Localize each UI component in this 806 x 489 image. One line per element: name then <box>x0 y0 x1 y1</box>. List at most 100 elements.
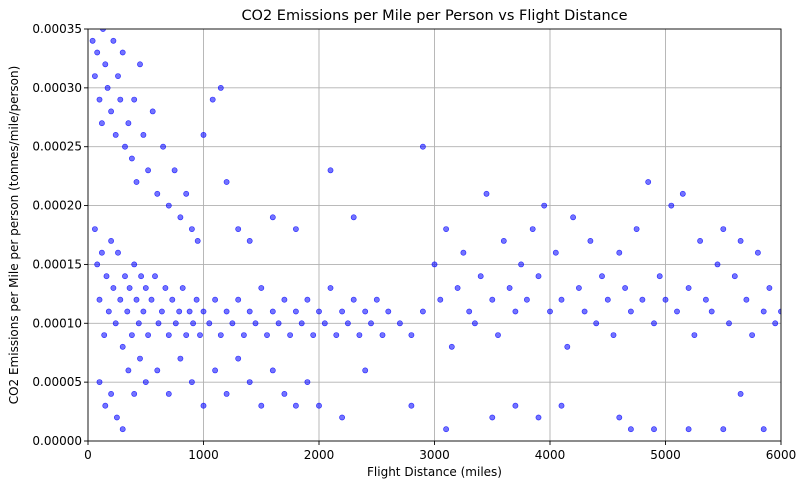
scatter-point <box>356 332 363 338</box>
scatter-point <box>269 308 276 315</box>
scatter-point <box>135 320 142 327</box>
scatter-point <box>419 143 426 150</box>
scatter-point <box>128 332 135 338</box>
x-tick-label: 3000 <box>419 448 450 462</box>
scatter-point <box>212 367 218 374</box>
scatter-point <box>235 355 242 362</box>
scatter-point <box>246 379 253 385</box>
scatter-point <box>119 343 126 350</box>
scatter-point <box>197 332 203 338</box>
scatter-point <box>183 190 190 197</box>
scatter-point <box>350 214 357 221</box>
scatter-point <box>529 226 536 232</box>
scatter-point <box>766 285 773 291</box>
scatter-point <box>252 320 259 327</box>
scatter-point <box>125 120 132 127</box>
scatter-point <box>662 296 669 303</box>
scatter-point <box>760 308 767 315</box>
scatter-point <box>448 343 455 350</box>
scatter-point <box>443 226 449 232</box>
scatter-point <box>685 285 692 291</box>
scatter-point <box>535 273 542 280</box>
y-tick-label: 0.00030 <box>32 81 82 95</box>
scatter-point <box>186 308 193 315</box>
scatter-point <box>119 49 126 56</box>
scatter-point <box>246 308 253 315</box>
scatter-point <box>235 296 242 303</box>
scatter-points <box>89 29 781 433</box>
scatter-point <box>714 261 721 268</box>
scatter-point <box>115 249 121 256</box>
scatter-point <box>292 402 299 409</box>
scatter-point <box>212 296 218 303</box>
scatter-point <box>760 426 767 433</box>
scatter-point <box>137 355 143 362</box>
y-tick-label: 0.00020 <box>32 199 82 213</box>
scatter-point <box>190 320 196 327</box>
scatter-point <box>140 308 147 315</box>
scatter-point <box>287 332 293 338</box>
x-tick-label: 0 <box>84 448 92 462</box>
scatter-point <box>668 202 675 209</box>
scatter-point <box>321 320 328 327</box>
scatter-point <box>651 320 657 327</box>
scatter-point <box>112 131 119 138</box>
scatter-point <box>419 308 426 315</box>
scatter-point <box>223 179 230 185</box>
scatter-point <box>304 296 311 303</box>
scatter-point <box>691 332 698 338</box>
scatter-point <box>155 320 162 327</box>
scatter-point <box>92 73 98 79</box>
scatter-point <box>703 296 709 303</box>
scatter-point <box>148 296 155 303</box>
scatter-point <box>731 273 738 280</box>
scatter-point <box>506 285 513 291</box>
scatter-point <box>246 237 253 244</box>
scatter-point <box>362 308 369 315</box>
scatter-point <box>165 202 172 209</box>
y-tick-label: 0.00035 <box>32 22 82 36</box>
scatter-point <box>264 332 270 338</box>
scatter-point <box>645 179 652 185</box>
scatter-point <box>697 237 703 244</box>
chart-title: CO2 Emissions per Mile per Person vs Fli… <box>241 8 627 24</box>
scatter-point <box>292 308 299 315</box>
scatter-point <box>518 261 524 268</box>
scatter-point <box>604 296 611 303</box>
scatter-point <box>396 320 403 327</box>
scatter-point <box>126 285 133 291</box>
scatter-point <box>217 332 224 338</box>
scatter-point <box>639 296 646 303</box>
scatter-point <box>656 273 663 280</box>
scatter-point <box>350 296 357 303</box>
scatter-point <box>316 402 322 409</box>
scatter-point <box>96 296 103 303</box>
scatter-point <box>104 85 111 91</box>
scatter-point <box>587 237 594 244</box>
scatter-point <box>362 367 369 374</box>
scatter-point <box>102 61 109 68</box>
scatter-point <box>169 296 176 303</box>
scatter-point <box>720 226 727 232</box>
scatter-point <box>158 308 165 315</box>
x-tick-label: 2000 <box>304 448 335 462</box>
scatter-point <box>541 202 548 209</box>
scatter-point <box>149 108 156 115</box>
scatter-point <box>142 285 149 291</box>
scatter-point <box>535 414 542 421</box>
scatter-point <box>460 249 467 256</box>
scatter-point <box>593 320 600 327</box>
scatter-point <box>114 414 120 421</box>
scatter-point <box>124 308 131 315</box>
scatter-point <box>708 308 715 315</box>
scatter-point <box>581 308 588 315</box>
scatter-point <box>94 261 101 268</box>
scatter-point <box>99 249 105 256</box>
scatter-point <box>131 96 138 103</box>
scatter-point <box>108 390 114 397</box>
scatter-point <box>599 273 605 280</box>
scatter-point <box>128 155 135 162</box>
scatter-point <box>200 131 207 138</box>
scatter-point <box>368 320 374 327</box>
